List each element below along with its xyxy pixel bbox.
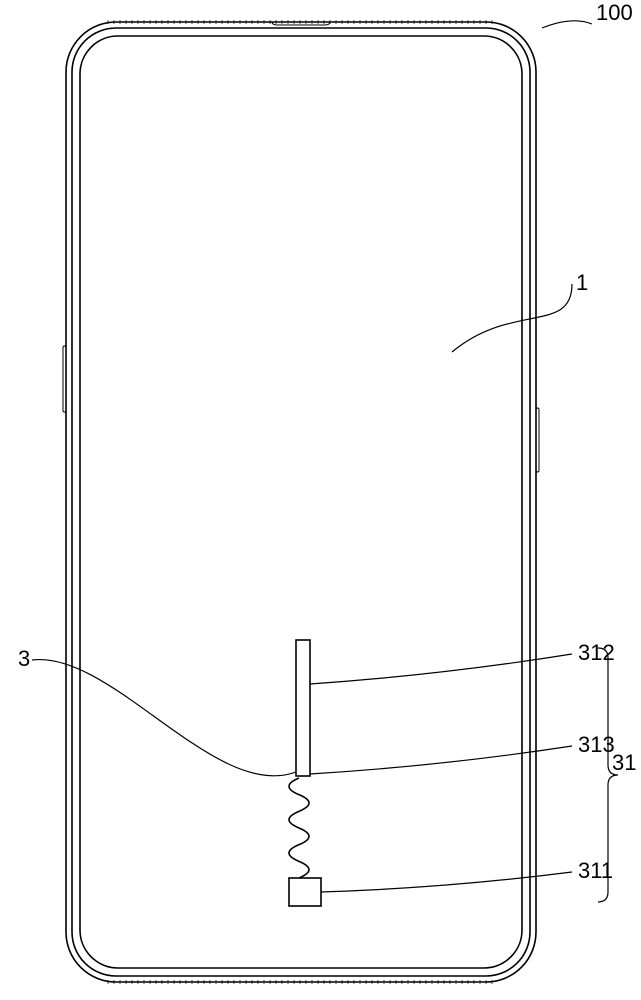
- L3: 3: [18, 646, 30, 671]
- L31: 31: [612, 750, 636, 775]
- antenna-coil-313: [289, 778, 309, 878]
- L1: 1: [576, 270, 588, 295]
- leader-313: [310, 746, 572, 774]
- antenna-strip-312: [296, 640, 310, 776]
- phone-outline: [66, 22, 536, 982]
- leader-1: [452, 284, 572, 352]
- L100: 100: [596, 0, 633, 25]
- left-side-button: [63, 346, 66, 412]
- leader-100: [542, 21, 592, 28]
- L312: 312: [578, 640, 615, 665]
- antenna-box-311: [289, 878, 321, 906]
- L313: 313: [578, 732, 615, 757]
- right-side-button: [536, 408, 539, 472]
- phone-outline: [72, 28, 530, 976]
- leader-311: [321, 872, 572, 892]
- leader-312: [310, 654, 572, 684]
